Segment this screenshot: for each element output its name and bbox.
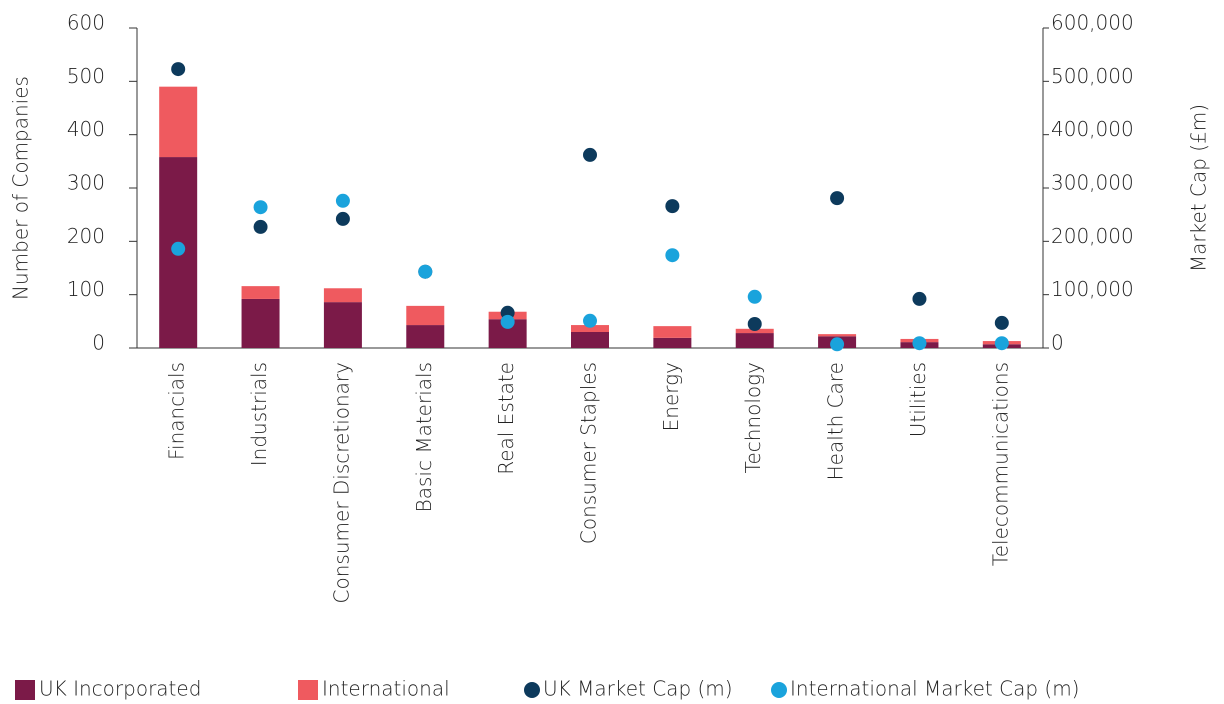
point <box>583 313 597 328</box>
point <box>335 211 350 226</box>
x-tick-label: Industrials <box>247 362 271 466</box>
legend-swatch <box>298 680 318 700</box>
y2-tick-label: 100,000 <box>1051 277 1134 301</box>
bar <box>653 326 692 338</box>
bar <box>406 305 445 326</box>
x-tick-label: Consumer Staples <box>577 362 601 544</box>
bar <box>406 325 445 348</box>
x-tick-label: Technology <box>741 362 765 473</box>
x-tick-label: Real Estate <box>494 362 518 475</box>
legend-label: UK Market Cap (m) <box>543 677 733 701</box>
y-tick-label: 200 <box>67 224 105 248</box>
point <box>747 317 762 331</box>
bar <box>241 286 280 299</box>
point <box>912 291 927 306</box>
point <box>665 248 680 263</box>
x-tick-label: Financials <box>165 362 189 460</box>
x-tick-label: Health Care <box>824 362 848 480</box>
point <box>171 62 186 77</box>
point <box>747 289 762 304</box>
y-tick-label: 100 <box>67 277 105 301</box>
point <box>830 337 845 352</box>
bar <box>818 334 857 337</box>
y2-tick-label: 500,000 <box>1051 64 1134 88</box>
bar <box>571 332 609 348</box>
bar <box>653 337 692 348</box>
legend-label: International Market Cap (m) <box>790 677 1079 701</box>
point <box>994 315 1009 330</box>
point <box>665 199 680 214</box>
legend-label: International <box>322 677 450 701</box>
y2-tick-label: 400,000 <box>1051 117 1134 141</box>
x-tick-label: Utilities <box>906 362 930 437</box>
y2-axis-title: Market Cap (£m) <box>1187 104 1211 272</box>
legend-label: UK Incorporated <box>39 677 201 701</box>
point <box>171 241 186 256</box>
y2-tick-label: 300,000 <box>1051 171 1134 195</box>
point <box>418 264 433 279</box>
point <box>994 336 1009 351</box>
point <box>500 314 515 329</box>
legend-swatch <box>15 680 35 700</box>
y-tick-label: 0 <box>92 331 105 355</box>
y-tick-label: 500 <box>67 64 105 88</box>
y-axis-title: Number of Companies <box>9 76 33 300</box>
y2-tick-label: 600,000 <box>1051 11 1134 35</box>
x-tick-label: Basic Materials <box>412 362 436 512</box>
y-tick-label: 400 <box>67 117 105 141</box>
y-tick-label: 600 <box>67 11 105 35</box>
point <box>253 200 268 215</box>
bar <box>323 288 362 303</box>
x-tick-label: Telecommunications <box>988 362 1012 566</box>
bar <box>735 333 774 348</box>
legend-swatch <box>771 682 787 698</box>
x-tick-label: Consumer Discretionary <box>329 362 353 603</box>
point <box>912 336 927 351</box>
legend-swatch <box>524 682 540 698</box>
point <box>253 219 268 234</box>
bar <box>241 298 280 348</box>
x-tick-label: Energy <box>659 362 683 431</box>
bar <box>159 86 198 158</box>
y2-tick-label: 200,000 <box>1051 224 1134 248</box>
point <box>335 193 350 208</box>
y-tick-label: 300 <box>67 171 105 195</box>
point <box>830 191 845 206</box>
y2-tick-label: 0 <box>1051 331 1064 355</box>
point <box>583 147 597 162</box>
bar <box>323 302 362 348</box>
bar <box>571 325 609 332</box>
